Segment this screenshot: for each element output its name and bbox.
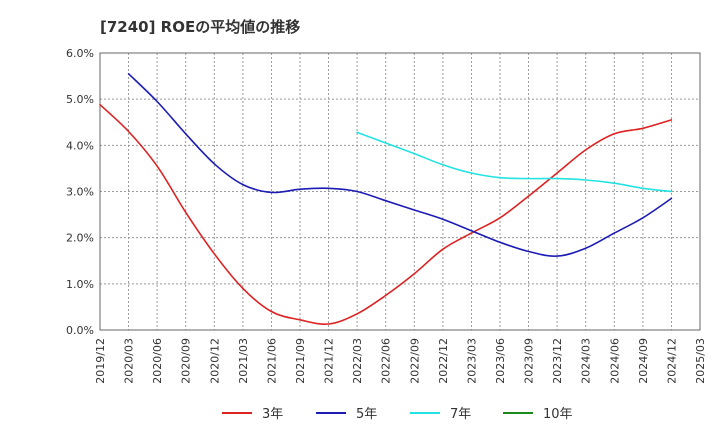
x-tick-label: 2021/12 [323,338,336,384]
x-tick-label: 2025/03 [694,338,707,384]
x-tick-label: 2024/06 [608,338,621,384]
legend-label-0: 3年 [262,407,283,422]
x-tick-label: 2021/03 [237,338,250,384]
x-tick-label: 2023/12 [551,338,564,384]
y-tick-label: 1.0% [66,278,94,291]
legend-label-2: 7年 [450,407,471,422]
chart-title: [7240] ROEの平均値の推移 [100,18,301,36]
x-tick-label: 2022/03 [351,338,364,384]
legend-label-1: 5年 [356,407,377,422]
y-tick-label: 0.0% [66,324,94,337]
x-tick-label: 2020/09 [180,338,193,384]
x-tick-label: 2024/12 [665,338,678,384]
x-tick-label: 2021/09 [294,338,307,384]
y-tick-label: 4.0% [66,139,94,152]
y-tick-label: 6.0% [66,47,94,60]
x-tick-label: 2022/06 [380,338,393,384]
x-tick-label: 2023/09 [523,338,536,384]
series-line-0 [99,103,673,325]
x-tick-label: 2022/09 [408,338,421,384]
y-tick-label: 3.0% [66,186,94,199]
x-tick-label: 2023/03 [465,338,478,384]
x-tick-label: 2023/06 [494,338,507,384]
y-tick-label: 5.0% [66,93,94,106]
series-line-1 [127,73,673,257]
x-tick-label: 2020/06 [151,338,164,384]
x-tick-label: 2024/03 [580,338,593,384]
legend-label-3: 10年 [543,407,573,422]
x-tick-label: 2024/09 [637,338,650,384]
x-tick-label: 2019/12 [94,338,107,384]
x-tick-label: 2020/03 [123,338,136,384]
series-line-2 [356,131,673,193]
plot-area-border [99,52,701,331]
x-tick-label: 2020/12 [208,338,221,384]
x-tick-label: 2021/06 [265,338,278,384]
y-tick-label: 2.0% [66,232,94,245]
x-tick-label: 2022/12 [437,338,450,384]
